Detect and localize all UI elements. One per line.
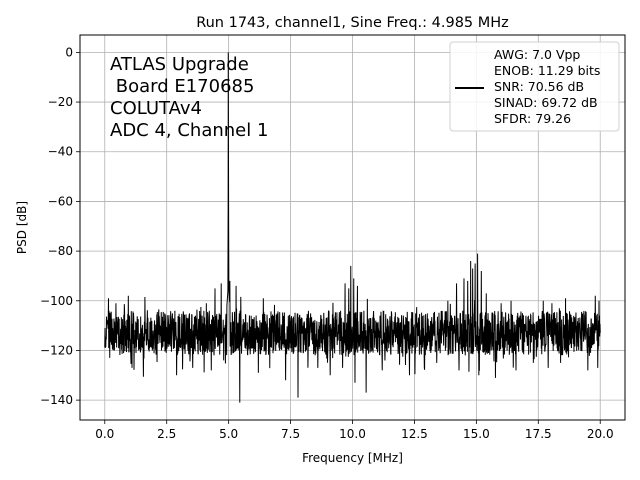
x-tick-label: 7.5	[281, 427, 300, 441]
annotation-line: ADC 4, Channel 1	[110, 120, 268, 141]
y-tick-label: 0	[65, 45, 73, 59]
chart-title: Run 1743, channel1, Sine Freq.: 4.985 MH…	[196, 15, 509, 31]
y-tick-label: −120	[40, 343, 73, 357]
annotation-line: Board E170685	[110, 76, 254, 97]
psd-series-line	[104, 52, 601, 403]
y-tick-label: −40	[48, 145, 73, 159]
y-tick-label: −140	[40, 393, 73, 407]
legend-entry: ENOB: 11.29 bits	[494, 63, 600, 78]
y-axis-label: PSD [dB]	[15, 201, 29, 254]
legend: AWG: 7.0 Vpp ENOB: 11.29 bits SNR: 70.56…	[449, 41, 620, 132]
y-axis-ticks: 0 −20 −40 −60 −80 −100 −120 −140	[40, 45, 80, 407]
plot-area	[104, 52, 601, 403]
legend-entry: AWG: 7.0 Vpp	[494, 47, 580, 62]
legend-entry: SINAD: 69.72 dB	[494, 95, 598, 110]
x-tick-label: 17.5	[525, 427, 552, 441]
x-tick-label: 0.0	[95, 427, 114, 441]
y-tick-label: −20	[48, 95, 73, 109]
legend-box	[449, 41, 620, 132]
x-tick-label: 15.0	[463, 427, 490, 441]
x-tick-label: 2.5	[157, 427, 176, 441]
x-tick-label: 12.5	[401, 427, 428, 441]
x-axis-ticks: 0.0 2.5 5.0 7.5 10.0 12.5 15.0 17.5 20.0	[95, 420, 614, 441]
annotation-line: ATLAS Upgrade	[110, 54, 249, 75]
x-axis-label: Frequency [MHz]	[302, 451, 403, 465]
annotation-line: COLUTAv4	[110, 98, 202, 119]
y-tick-label: −60	[48, 194, 73, 208]
y-tick-label: −100	[40, 294, 73, 308]
x-tick-label: 20.0	[587, 427, 614, 441]
info-annotation: ATLAS Upgrade Board E170685 COLUTAv4 ADC…	[110, 54, 268, 141]
x-tick-label: 10.0	[339, 427, 366, 441]
y-tick-label: −80	[48, 244, 73, 258]
legend-entry: SNR: 70.56 dB	[494, 79, 584, 94]
legend-entry: SFDR: 79.26	[494, 111, 571, 126]
x-tick-label: 5.0	[219, 427, 238, 441]
